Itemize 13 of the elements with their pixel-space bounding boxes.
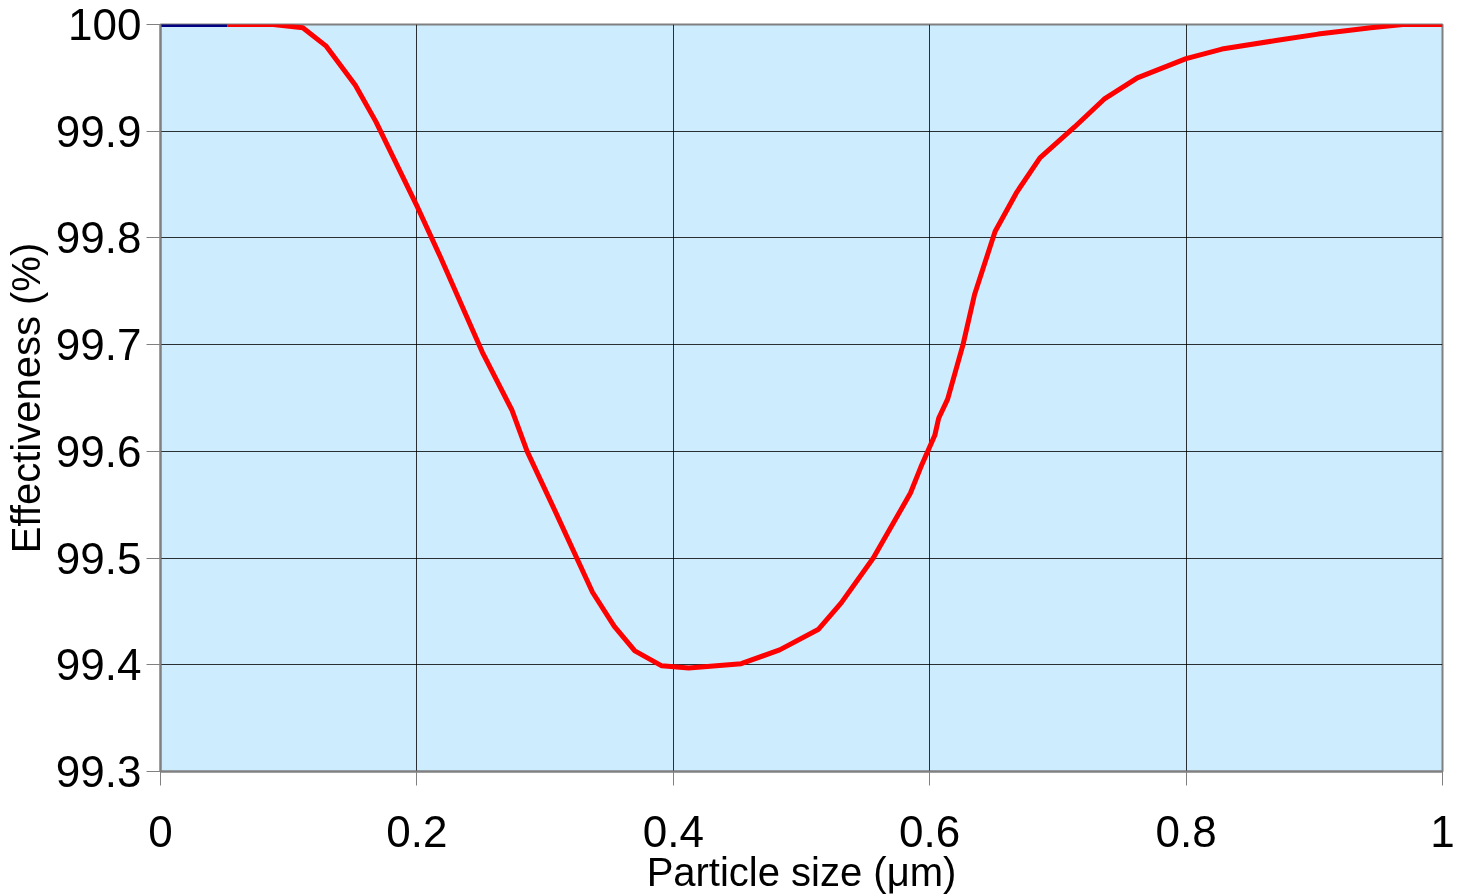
y-tick-label: 99.6	[55, 426, 142, 476]
x-tick-label: 1	[1430, 806, 1455, 856]
y-tick-label: 100	[68, 0, 142, 49]
x-tick-label: 0.2	[386, 806, 448, 856]
x-tick-label: 0.8	[1155, 806, 1217, 856]
y-tick-label: 99.5	[55, 533, 142, 583]
y-tick-label: 99.4	[55, 640, 142, 690]
y-tick-label: 99.7	[55, 320, 142, 370]
y-tick-label: 99.9	[55, 106, 142, 156]
y-tick-label: 99.3	[55, 747, 142, 796]
x-tick-label: 0	[148, 806, 173, 856]
y-axis-title: Effectiveness (%)	[3, 242, 48, 554]
y-tick-label: 99.8	[55, 213, 142, 263]
